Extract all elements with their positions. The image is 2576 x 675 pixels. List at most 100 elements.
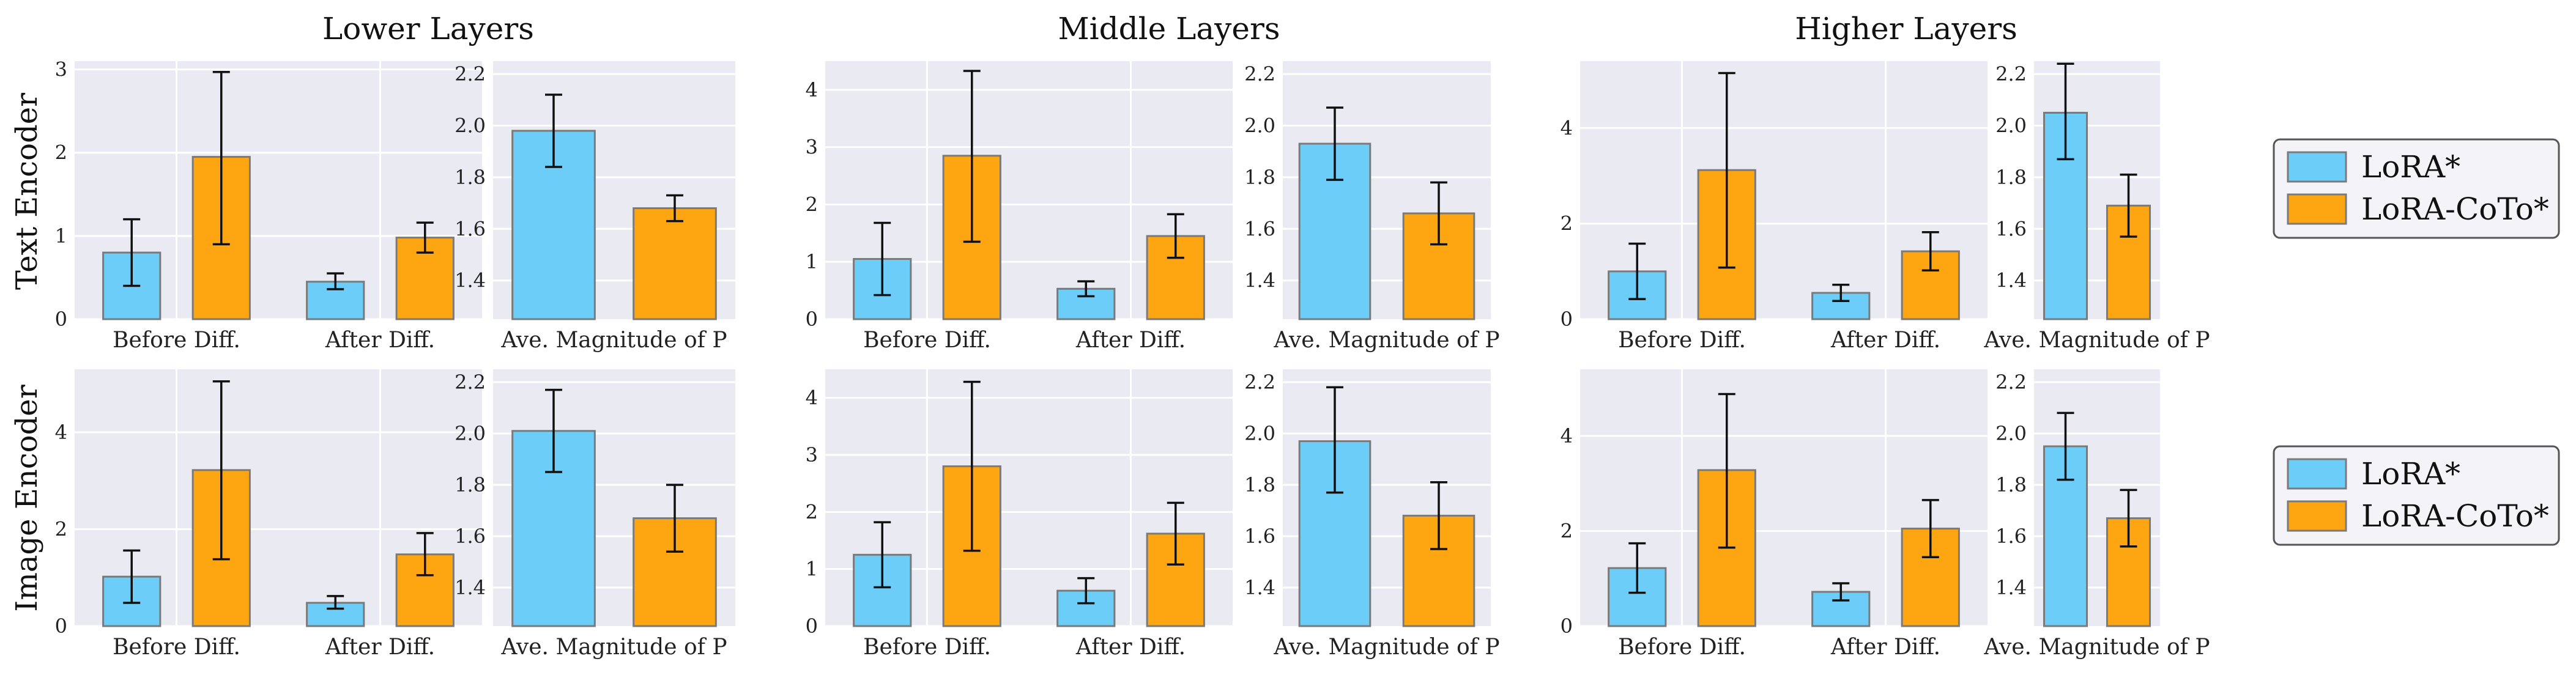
y-tick-label: 3	[806, 443, 818, 467]
y-tick-label: 0	[1561, 308, 1573, 331]
y-tick-label: 1.8	[1995, 166, 2027, 189]
x-tick-label: Before Diff.	[1618, 635, 1746, 660]
y-tick-label: 3	[806, 136, 818, 159]
x-tick-label: Ave. Magnitude of P	[1983, 328, 2210, 353]
column-title-lower: Lower Layers	[322, 11, 534, 46]
y-tick-label: 2	[1561, 212, 1573, 235]
y-tick-label: 1.6	[455, 525, 486, 548]
y-tick-label: 4	[55, 421, 67, 444]
x-tick-label: Ave. Magnitude of P	[1273, 328, 1499, 353]
y-tick-label: 1.6	[1244, 217, 1275, 240]
chart-text-higher-right: 1.4 1.6 1.8 2.0 2.2 Ave. Magnitude of P	[1983, 61, 2210, 353]
chart-text-higher-left: 0 2 4 Before Diff. After Diff.	[1561, 61, 1988, 353]
y-tick-label: 4	[806, 386, 818, 410]
x-tick-label: Before Diff.	[113, 635, 240, 660]
y-tick-label: 1	[806, 558, 818, 581]
y-tick-label: 2	[1561, 519, 1573, 542]
legend-swatch-lora	[2287, 151, 2347, 183]
x-tick-label: After Diff.	[325, 328, 435, 353]
y-tick-label: 2.0	[1995, 422, 2027, 445]
chart-image-higher-left: 0 2 4 Before Diff. After Diff.	[1561, 369, 1988, 660]
y-tick-label: 1.6	[1244, 525, 1275, 548]
chart-panels: 0 1 2 3 Before Diff. After Diff. 1.4 1.6 1.8 2.0 2…	[55, 58, 2210, 660]
x-tick-label: Ave. Magnitude of P	[500, 328, 727, 353]
y-tick-label: 2.0	[1244, 114, 1275, 138]
x-tick-label: Before Diff.	[113, 328, 240, 353]
column-title-middle: Middle Layers	[1058, 11, 1280, 46]
y-tick-label: 2.2	[455, 62, 486, 86]
y-tick-label: 2.2	[1244, 371, 1275, 394]
bar	[1056, 287, 1116, 320]
legend-top: LoRA* LoRA-CoTo*	[2273, 138, 2560, 239]
y-tick-label: 2.0	[1244, 422, 1275, 445]
chart-image-middle-left: 0 1 2 3 4 Before Diff. After Diff.	[806, 369, 1233, 660]
legend-swatch-lora	[2287, 458, 2347, 490]
y-tick-label: 4	[806, 78, 818, 101]
y-tick-label: 1	[55, 224, 67, 248]
column-title-higher: Higher Layers	[1795, 11, 2017, 46]
y-tick-label: 1.6	[1995, 525, 2027, 548]
x-tick-label: Before Diff.	[863, 635, 991, 660]
x-tick-label: Before Diff.	[1618, 328, 1746, 353]
y-tick-label: 0	[1561, 614, 1573, 638]
legend-bottom: LoRA* LoRA-CoTo*	[2273, 445, 2560, 546]
y-tick-label: 2.0	[455, 422, 486, 445]
y-tick-label: 2.2	[455, 371, 486, 394]
y-tick-label: 2	[55, 518, 67, 541]
y-tick-label: 1.8	[1244, 166, 1275, 189]
y-tick-label: 1.4	[1244, 576, 1275, 599]
y-tick-label: 1.6	[1995, 217, 2027, 240]
y-tick-label: 0	[806, 308, 818, 331]
chart-text-middle-right: 1.4 1.6 1.8 2.0 2.2 Ave. Magnitude of P	[1244, 61, 1500, 353]
y-tick-label: 2.2	[1244, 62, 1275, 86]
x-tick-label: Ave. Magnitude of P	[1983, 635, 2210, 660]
y-tick-label: 1	[806, 250, 818, 273]
y-tick-label: 1.6	[455, 217, 486, 240]
x-tick-label: After Diff.	[1075, 635, 1186, 660]
chart-text-middle-left: 0 1 2 3 4 Before Diff. After Diff.	[806, 61, 1233, 353]
y-tick-label: 2	[806, 500, 818, 523]
y-tick-label: 1.8	[455, 166, 486, 189]
y-tick-label: 2.2	[1995, 371, 2027, 394]
y-tick-label: 4	[1561, 116, 1573, 139]
y-tick-label: 0	[55, 308, 67, 331]
x-tick-label: After Diff.	[1075, 328, 1186, 353]
y-tick-label: 2.2	[1995, 62, 2027, 86]
x-tick-label: Before Diff.	[863, 328, 991, 353]
y-tick-label: 2.0	[455, 114, 486, 138]
chart-text-lower-right: 1.4 1.6 1.8 2.0 2.2 Ave. Magnitude of P	[455, 61, 735, 353]
row-label-image-encoder: Image Encoder	[10, 385, 44, 611]
x-tick-label: After Diff.	[325, 635, 435, 660]
y-tick-label: 1.4	[455, 269, 486, 292]
legend-swatch-lora-coto	[2287, 500, 2347, 532]
x-tick-label: Ave. Magnitude of P	[1273, 635, 1499, 660]
chart-image-lower-left: 0 2 4 Before Diff. After Diff.	[55, 369, 482, 660]
x-tick-label: Ave. Magnitude of P	[500, 635, 727, 660]
legend-swatch-lora-coto	[2287, 193, 2347, 225]
y-tick-label: 4	[1561, 424, 1573, 448]
y-tick-label: 3	[55, 58, 67, 81]
bar	[633, 207, 717, 320]
row-label-text-encoder: Text Encoder	[10, 93, 44, 290]
y-tick-label: 1.4	[1995, 576, 2027, 599]
y-tick-label: 1.4	[455, 576, 486, 599]
bar	[1298, 142, 1372, 320]
y-tick-label: 1.8	[1995, 473, 2027, 496]
y-tick-label: 1.4	[1244, 269, 1275, 292]
y-tick-label: 0	[806, 614, 818, 638]
y-tick-label: 2	[806, 193, 818, 216]
y-tick-label: 1.4	[1995, 269, 2027, 292]
legend-label-lora-coto: LoRA-CoTo*	[2361, 191, 2549, 227]
x-tick-label: After Diff.	[1830, 328, 1940, 353]
chart-image-higher-right: 1.4 1.6 1.8 2.0 2.2 Ave. Magnitude of P	[1983, 369, 2210, 660]
legend-label-lora: LoRA*	[2361, 456, 2460, 492]
chart-text-lower-left: 0 1 2 3 Before Diff. After Diff.	[55, 58, 482, 353]
y-tick-label: 1.8	[455, 473, 486, 496]
y-tick-label: 1.8	[1244, 473, 1275, 496]
chart-image-middle-right: 1.4 1.6 1.8 2.0 2.2 Ave. Magnitude of P	[1244, 369, 1500, 660]
legend-label-lora-coto: LoRA-CoTo*	[2361, 498, 2549, 534]
y-tick-label: 2	[55, 141, 67, 164]
y-tick-label: 2.0	[1995, 114, 2027, 138]
legend-label-lora: LoRA*	[2361, 149, 2460, 185]
